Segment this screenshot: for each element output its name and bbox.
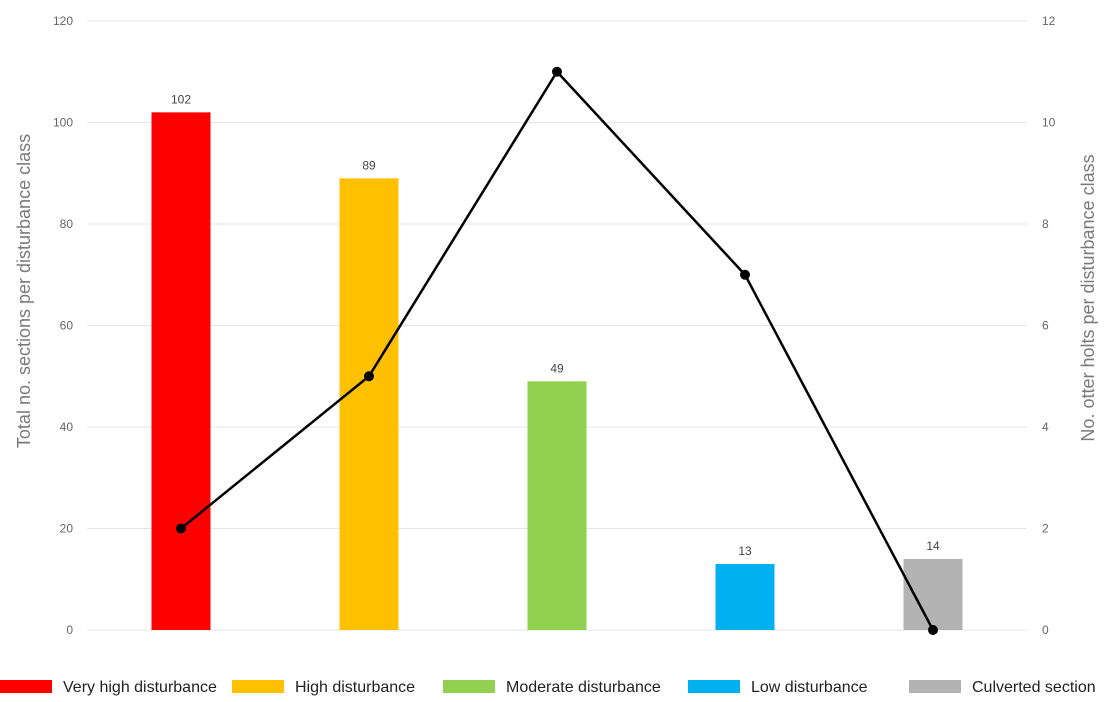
line-point — [176, 523, 186, 534]
y-tick-label: 60 — [60, 319, 74, 333]
y2-tick-label: 4 — [1042, 420, 1049, 434]
bar-data-label: 102 — [171, 92, 191, 106]
bar — [151, 112, 211, 631]
bar-data-label: 89 — [362, 158, 376, 172]
y-tick-label: 100 — [53, 116, 73, 130]
y-tick-label: 80 — [60, 217, 74, 231]
legend-label: Culverted section — [972, 679, 1096, 696]
y2-tick-label: 2 — [1042, 522, 1049, 536]
y2-tick-label: 12 — [1042, 14, 1056, 28]
y2-tick-label: 0 — [1042, 623, 1049, 637]
y2-axis-title: No. otter holts per disturbance class — [1078, 154, 1098, 441]
bar — [903, 558, 963, 630]
legend-label: Very high disturbance — [63, 679, 217, 696]
legend-swatch — [0, 680, 52, 693]
legend-label: Moderate disturbance — [506, 679, 661, 696]
y-axis-title: Total no. sections per disturbance class — [14, 134, 34, 448]
y-tick-label: 20 — [60, 522, 74, 536]
y2-tick-label: 10 — [1042, 116, 1056, 130]
y2-tick-label: 6 — [1042, 319, 1049, 333]
bar — [339, 178, 399, 630]
y-tick-label: 0 — [66, 623, 73, 637]
bar — [715, 564, 775, 630]
bar-data-label: 13 — [738, 544, 752, 558]
line-point — [364, 371, 374, 382]
y-tick-label: 120 — [53, 14, 73, 28]
ticks-layer: 0 20 40 60 80 100 120 0 2 4 6 8 10 12 — [53, 14, 1056, 637]
legend: Very high disturbance High disturbance Mod… — [0, 679, 1096, 696]
legend-swatch — [909, 680, 961, 693]
bars-layer: 102 89 49 13 14 — [151, 92, 963, 631]
line-point — [552, 66, 562, 77]
line-layer — [176, 66, 938, 635]
line-point — [928, 625, 938, 635]
legend-label: High disturbance — [295, 679, 415, 696]
y-tick-label: 40 — [60, 420, 74, 434]
y2-tick-label: 8 — [1042, 217, 1049, 231]
legend-swatch — [443, 680, 495, 693]
bar — [527, 381, 587, 630]
legend-swatch — [688, 680, 740, 693]
bar-data-label: 49 — [550, 361, 564, 375]
line-point — [740, 269, 750, 280]
legend-swatch — [232, 680, 284, 693]
legend-label: Low disturbance — [751, 679, 868, 696]
bar-data-label: 14 — [926, 539, 940, 553]
